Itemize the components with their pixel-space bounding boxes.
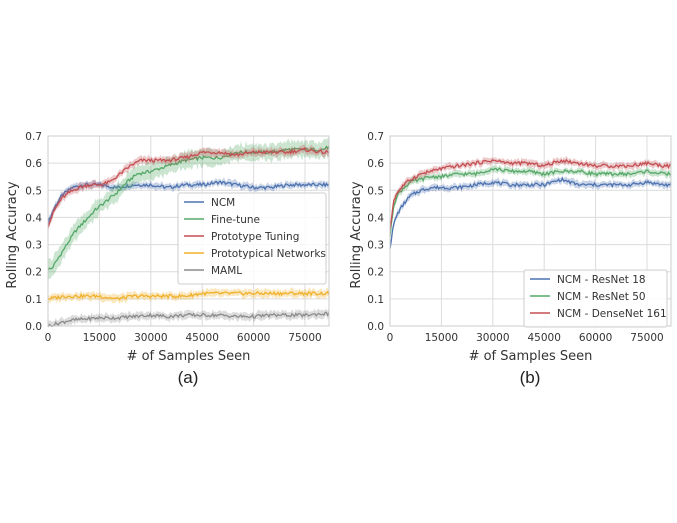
panel-label: (a) [178,368,199,387]
series-line [47,147,330,228]
confidence-band [48,308,329,326]
series-prototype-tuning [47,144,330,231]
y-tick-label: 0.2 [25,267,42,279]
panel-label: (b) [520,368,541,387]
x-tick-label: 15000 [425,332,458,344]
series-line [389,176,672,249]
plot-frame [47,135,330,327]
y-tick-label: 0.0 [25,321,42,333]
y-tick-label: 0.0 [367,321,384,333]
y-tick-label: 0.3 [25,240,42,252]
legend-box [177,192,327,285]
x-tick-label: 0 [45,332,52,344]
legend-entry-label: MAML [211,265,242,277]
confidence-band [48,138,329,280]
x-tick-label: 60000 [237,332,270,344]
x-tick-label: 15000 [83,332,116,344]
series-prototypical-networks [47,287,330,305]
legend-entry-label: Prototypical Networks [211,248,326,260]
y-tick-label: 0.4 [367,212,384,224]
series-line [389,158,672,230]
legend-entry-label: NCM [211,197,235,209]
x-tick-label: 0 [387,332,394,344]
legend-entry-label: NCM - ResNet 18 [557,274,646,286]
x-tick-label: 75000 [630,332,663,344]
x-tick-label: 60000 [579,332,612,344]
confidence-band [48,144,329,231]
series-ncm-resnet-18 [389,175,672,253]
series-ncm-resnet-50 [389,164,672,241]
series-line [47,290,330,301]
x-tick-label: 75000 [288,332,321,344]
x-tick-label: 45000 [528,332,561,344]
legend-box [523,269,668,328]
y-tick-label: 0.6 [367,158,384,170]
x-axis-label: # of Samples Seen [127,349,251,364]
legend: NCM - ResNet 18 NCM - ResNet 50 NCM - Dens… [523,269,668,328]
y-tick-label: 0.3 [367,240,384,252]
legend-entry-label: Prototype Tuning [211,231,299,243]
chart-panel-b: 0.0 0.1 0.2 0.3 0.4 0.5 0.6 0.7 0 15000 30000 45000… [349,131,672,387]
y-axis-label: Rolling Accuracy [5,181,20,289]
y-tick-label: 0.4 [25,212,42,224]
y-tick-label: 0.1 [25,294,42,306]
y-tick-label: 0.5 [25,185,42,197]
y-tick-label: 0.2 [367,267,384,279]
series-maml [47,308,330,328]
x-tick-label: 30000 [134,332,167,344]
legend-entry-label: NCM - DenseNet 161 [557,308,667,320]
confidence-band [48,177,329,229]
series-line [47,311,330,328]
legend-entry-label: NCM - ResNet 50 [557,291,646,303]
confidence-band [390,175,671,253]
legend: NCM Fine-tune Prototype Tuning Prototypical… [177,192,327,285]
y-axis-label: Rolling Accuracy [349,181,364,289]
x-tick-label: 45000 [186,332,219,344]
y-tick-label: 0.7 [25,131,42,143]
y-tick-label: 0.5 [367,185,384,197]
y-tick-label: 0.1 [367,294,384,306]
series-ncm-densenet-161 [389,155,672,233]
legend-entry-label: Fine-tune [211,214,260,226]
x-tick-label: 30000 [476,332,509,344]
series-line [389,167,672,238]
x-axis-label: # of Samples Seen [469,349,593,364]
y-tick-label: 0.6 [25,158,42,170]
chart-panel-a: 0.0 0.1 0.2 0.3 0.4 0.5 0.6 0.7 0 15000 30000 45000… [5,131,330,387]
y-tick-label: 0.7 [367,131,384,143]
